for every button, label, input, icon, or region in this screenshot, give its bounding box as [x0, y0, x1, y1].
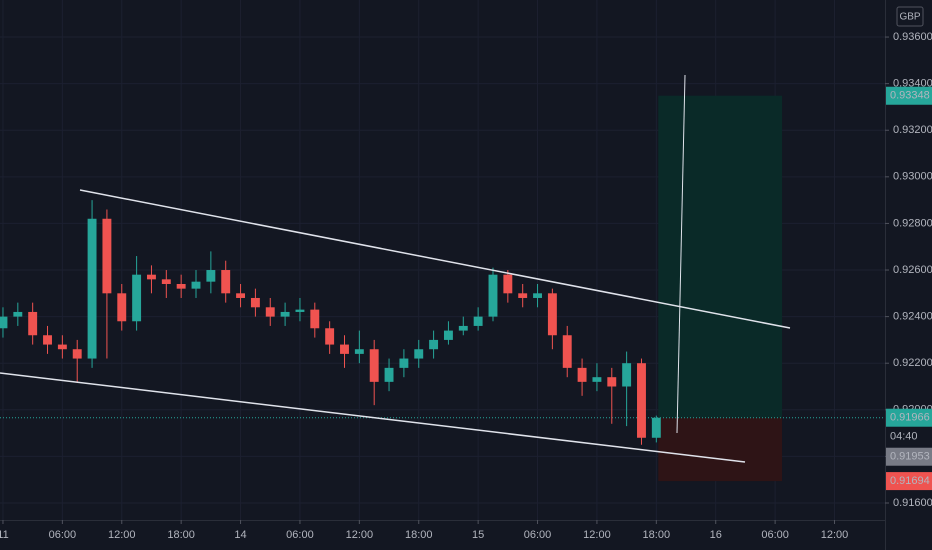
candle-body: [206, 270, 216, 282]
projection-line: [676, 74, 686, 434]
price-axis: 0.916000.918000.920000.922000.924000.926…: [885, 31, 932, 509]
candle-body: [250, 297, 260, 308]
candle-body: [577, 367, 587, 382]
last-price-text: 0.91966: [890, 412, 930, 424]
x-tick-label: 12:00: [108, 529, 136, 541]
candle-body: [458, 325, 468, 331]
target-price: 0.93348: [886, 86, 932, 105]
candle-body: [147, 274, 156, 280]
candle-body: [221, 270, 231, 294]
countdown-text: 04:40: [890, 431, 918, 443]
marker-price-box: [886, 447, 932, 466]
target-price-text: 0.93348: [890, 90, 930, 102]
currency: GBP: [899, 12, 920, 23]
candle-body: [176, 283, 186, 289]
x-tick-label: 16: [710, 529, 722, 541]
stop-price-box: [886, 472, 932, 491]
candle-body: [325, 328, 335, 345]
target-zone: [658, 95, 783, 418]
candle-body: [443, 330, 453, 340]
candle-body: [488, 274, 498, 317]
y-tick-label: 0.92600: [893, 264, 932, 276]
stop-zone: [658, 417, 783, 482]
candle-body: [236, 293, 246, 298]
candle-body: [429, 339, 439, 350]
upper-trendline: [79, 189, 791, 329]
candle-body: [0, 316, 8, 329]
candle-body: [132, 274, 142, 322]
stop-price-text: 0.91694: [890, 475, 930, 487]
candle-body: [102, 218, 112, 294]
currency-box: [896, 6, 924, 27]
candle-body: [592, 377, 602, 382]
y-tick-label: 0.91600: [893, 497, 932, 509]
candle-body: [533, 293, 542, 298]
candle-body: [607, 377, 617, 387]
candle-body: [340, 344, 349, 354]
drawings: [0, 74, 791, 463]
candle-body: [57, 344, 67, 350]
x-tick-label: 18:00: [643, 529, 671, 541]
x-tick-label: 06:00: [286, 529, 314, 541]
y-tick-label: 0.92400: [893, 311, 932, 323]
y-tick-label: 0.93400: [893, 78, 932, 90]
candle-body: [265, 307, 275, 317]
candle-body: [28, 311, 38, 336]
candle-body: [384, 367, 394, 382]
marker-price-text: 0.91953: [890, 451, 930, 463]
candle-body: [295, 309, 305, 312]
y-tick-label: 0.93600: [893, 31, 932, 43]
candle-body: [87, 218, 97, 359]
candle-body: [117, 293, 127, 322]
candle-body: [354, 349, 364, 354]
lower-trendline: [0, 372, 746, 463]
candle-body: [637, 363, 646, 438]
candle-body: [503, 274, 513, 294]
candle-body: [518, 293, 528, 298]
x-tick-label: 18:00: [167, 529, 195, 541]
target-price-box: [886, 86, 932, 105]
x-tick-label: 11: [0, 529, 9, 541]
candle-body: [399, 358, 409, 368]
last-price-box: [886, 408, 932, 427]
x-tick-label: 06:00: [524, 529, 552, 541]
candle-body: [473, 316, 483, 326]
last-price: 0.91966: [886, 408, 932, 427]
y-tick-label: 0.92800: [893, 217, 932, 229]
candle-body: [310, 309, 320, 329]
candle-body: [651, 417, 661, 438]
countdown: 04:40: [886, 427, 932, 446]
countdown-box: [886, 427, 932, 446]
x-tick-label: 12:00: [583, 529, 611, 541]
y-tick-label: 0.93000: [893, 171, 932, 183]
x-tick-label: 15: [472, 529, 484, 541]
candle-body: [562, 335, 572, 368]
candle-body: [369, 349, 379, 382]
candle-body: [43, 335, 52, 345]
candle-body: [72, 349, 82, 359]
x-tick-label: 12:00: [821, 529, 849, 541]
x-tick-label: 06:00: [761, 529, 789, 541]
candle-body: [280, 311, 290, 317]
y-tick-label: 0.93200: [893, 124, 932, 136]
stop-price: 0.91694: [886, 472, 932, 491]
candle-body: [191, 281, 201, 289]
candle-body: [622, 363, 632, 387]
x-tick-label: 06:00: [49, 529, 77, 541]
y-tick-label: 0.92200: [893, 357, 932, 369]
marker-price: 0.91953: [886, 447, 932, 466]
candle-body: [547, 293, 557, 336]
x-tick-label: 12:00: [346, 529, 374, 541]
candle-body: [161, 279, 171, 284]
candle-body: [13, 311, 23, 317]
x-tick-label: 14: [234, 529, 246, 541]
x-tick-label: 18:00: [405, 529, 433, 541]
plot-area: [0, 0, 885, 520]
candle-body: [414, 349, 424, 359]
